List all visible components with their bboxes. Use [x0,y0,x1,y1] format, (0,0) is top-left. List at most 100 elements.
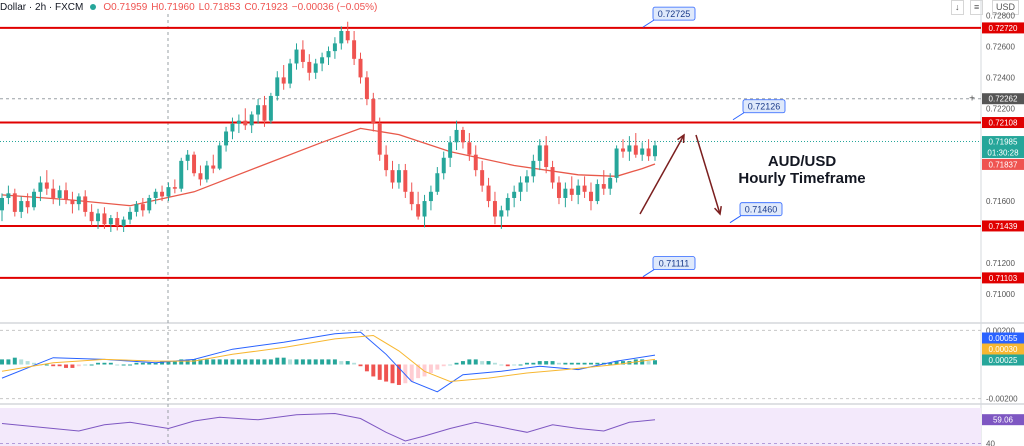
rsi-value-tag [982,414,1024,426]
macd-histogram-bar [492,362,497,365]
open-value: O0.71959 [103,1,148,13]
candle-body [134,204,139,212]
candle-body [358,58,363,78]
candle-body [12,193,17,212]
macd-tick-label: -0.00200 [986,395,1018,404]
macd-histogram-bar [422,364,427,377]
macd-histogram-bar [32,362,36,365]
candle-body [140,204,145,211]
candle-body [537,145,542,161]
macd-histogram-bar [556,362,561,365]
macd-histogram-bar [172,361,177,365]
macd-histogram-bar [486,361,491,365]
macd-histogram-bar [198,359,203,365]
candle-body [51,188,56,198]
macd-value-tag [982,354,1024,366]
macd-histogram-bar [44,364,49,366]
candle-body [179,160,184,189]
macd-histogram-bar [563,362,568,365]
candle-body [70,199,75,205]
candle-body [396,170,401,183]
macd-histogram-bar [204,359,209,365]
candle-body [25,201,30,208]
candle-body [390,170,395,183]
candle-body [556,182,561,198]
candle-body [236,120,241,124]
macd-histogram-bar [537,361,542,365]
macd-histogram-bar [339,361,344,365]
candle-body [467,142,472,155]
macd-histogram-bar [6,359,11,365]
rsi-value-label: 59.06 [993,416,1014,425]
macd-histogram-bar [192,359,197,365]
candle-body [614,148,619,178]
macd-histogram-bar [358,364,363,367]
macd-histogram-bar [217,359,222,365]
price-tick-label: 0.71200 [986,259,1015,268]
currency-label[interactable]: USD [992,0,1020,15]
candle-body [653,145,657,157]
macd-histogram-bar [518,364,523,366]
macd-histogram-bar [262,359,267,365]
macd-histogram-bar [614,361,619,365]
candle-body [147,197,152,211]
menu-icon[interactable]: ≡ [970,0,984,15]
price-tag [982,117,1024,129]
candle-body [115,218,120,226]
legend-bar: Dollar · 2h · FXCM O0.71959 H0.71960 L0.… [0,0,377,14]
candle-body [627,145,632,152]
annotation-line-1: AUD/USD [767,153,837,170]
candle-body [128,211,133,220]
close-value: C0.71923 [244,1,288,13]
candle-body [416,204,421,217]
candle-body [38,182,43,192]
candle-body [300,49,305,62]
scroll-down-button[interactable]: ↓ [951,0,964,15]
candle-body [518,182,523,192]
macd-histogram-bar [531,362,536,365]
macd-value-label: 0.00025 [989,356,1018,365]
macd-histogram-bar [70,364,75,368]
candle-body [153,191,158,198]
macd-histogram-bar [64,364,69,368]
macd-histogram-bar [128,364,133,366]
price-tag-label: 0.71439 [989,222,1018,231]
candle-body [544,145,549,168]
rsi-tick-label: 40 [986,440,995,446]
candle-body [294,49,299,64]
candle-body [57,190,62,198]
arrow-down [695,134,721,215]
macd-histogram-bar [505,364,510,367]
macd-histogram-bar [448,364,453,366]
candle-body [339,31,344,44]
macd-histogram-bar [480,361,485,365]
macd-histogram-bar [332,359,337,365]
macd-histogram-bar [268,359,273,365]
candle-body [492,201,497,217]
candle-body [576,185,581,195]
candle-body [19,201,24,212]
macd-histogram-bar [428,364,433,374]
macd-histogram-bar [454,362,459,365]
candle-body [473,154,478,171]
macd-value-label: 0.00055 [989,334,1018,343]
rsi-band [0,408,981,446]
macd-histogram-bar [76,364,81,367]
price-tick-label: 0.72800 [986,12,1015,21]
macd-histogram-bar [115,364,120,366]
macd-histogram-bar [371,364,376,377]
candle-body [435,173,440,192]
macd-histogram-bar [102,362,107,365]
price-tick-label: 0.72200 [986,104,1015,113]
candle-body [640,148,645,155]
macd-histogram-bar [576,362,581,365]
change-value: −0.00036 (−0.05%) [291,1,378,13]
macd-histogram-bar [403,364,408,384]
macd-histogram-bar [249,359,254,365]
symbol-label[interactable]: Dollar · 2h · FXCM [0,1,84,13]
candle-body [550,167,555,183]
macd-histogram-bar [121,364,126,366]
macd-value-tag [982,343,1024,355]
candle-body [204,165,209,180]
